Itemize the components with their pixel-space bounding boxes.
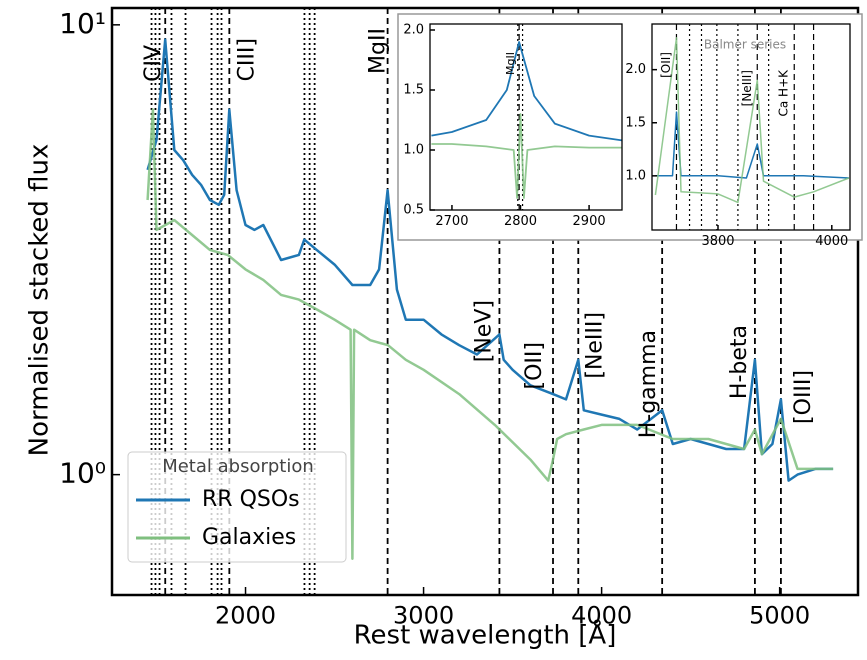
series-line xyxy=(431,41,622,142)
line-label: [OII] xyxy=(522,342,547,389)
line-label: CIV xyxy=(141,45,166,82)
x-tick-label: 3800 xyxy=(701,234,734,249)
line-label: Ca H+K xyxy=(777,69,791,117)
series-line xyxy=(146,38,834,482)
x-tick-label: 2800 xyxy=(504,214,537,229)
series-line xyxy=(146,108,834,561)
axes-frame xyxy=(110,6,860,597)
inset-box xyxy=(397,13,863,241)
line-label: CIII] xyxy=(234,38,259,81)
inset-panel: MgII 2700 2800 2900 0.5 1.0 1.5 2.0 xyxy=(403,23,623,229)
y-tick-label: 1.0 xyxy=(625,168,646,183)
line-label: MgII xyxy=(504,52,517,75)
y-tick-label: 0.5 xyxy=(403,203,424,218)
x-tick-label: 4000 xyxy=(815,234,848,249)
annotation: Balmer series xyxy=(704,38,786,52)
x-tick-label: 5000 xyxy=(749,602,810,630)
line-label: [OIII] xyxy=(791,370,816,424)
plot-area xyxy=(146,8,834,595)
inset-panel: [OII] [NeIII] Ca H+K 3800 4000 1.0 1.5 2.0 Balme… xyxy=(625,23,851,249)
y-tick-label: 1.5 xyxy=(625,115,646,130)
x-tick-label: 2900 xyxy=(573,214,606,229)
series-line xyxy=(654,37,850,204)
line-label: [NeIII] xyxy=(740,70,754,106)
y-tick-label: 2.0 xyxy=(403,23,424,38)
y-axis-label: Normalised stacked flux xyxy=(25,144,55,457)
y-tick-label: 1.5 xyxy=(403,83,424,98)
x-tick-label: 3000 xyxy=(393,602,454,630)
legend-box xyxy=(127,451,347,563)
x-axis-label: Rest wavelength [Å] xyxy=(354,619,617,651)
y-tick-label: 10¹ xyxy=(59,7,106,40)
y-tick-label: 1.0 xyxy=(403,143,424,158)
y-tick-label: 2.0 xyxy=(625,62,646,77)
series-line xyxy=(431,113,622,199)
plot-area xyxy=(431,24,622,210)
axes-frame xyxy=(429,23,623,211)
x-tick-label: 2700 xyxy=(435,214,468,229)
line-label: H-beta xyxy=(727,325,752,399)
legend-title: Metal absorption xyxy=(162,456,314,477)
axes-frame xyxy=(651,23,851,231)
x-tick-label: 2000 xyxy=(215,602,276,630)
main-panel: CIV CIII] MgII [NeV] [OII] [NeIII] H-gamma H-be… xyxy=(25,6,860,651)
series-line xyxy=(655,111,849,179)
legend-label: Galaxies xyxy=(202,525,296,550)
line-label: [NeIII] xyxy=(582,312,607,379)
x-tick-label: 4000 xyxy=(571,602,632,630)
line-label: [OII] xyxy=(659,52,673,78)
plot-area xyxy=(654,24,850,230)
legend-label: RR QSOs xyxy=(202,487,300,512)
line-label: H-gamma xyxy=(636,330,661,438)
y-tick-label: 10⁰ xyxy=(59,457,106,490)
line-label: MgII xyxy=(366,28,391,74)
line-label: [NeV] xyxy=(471,300,496,362)
